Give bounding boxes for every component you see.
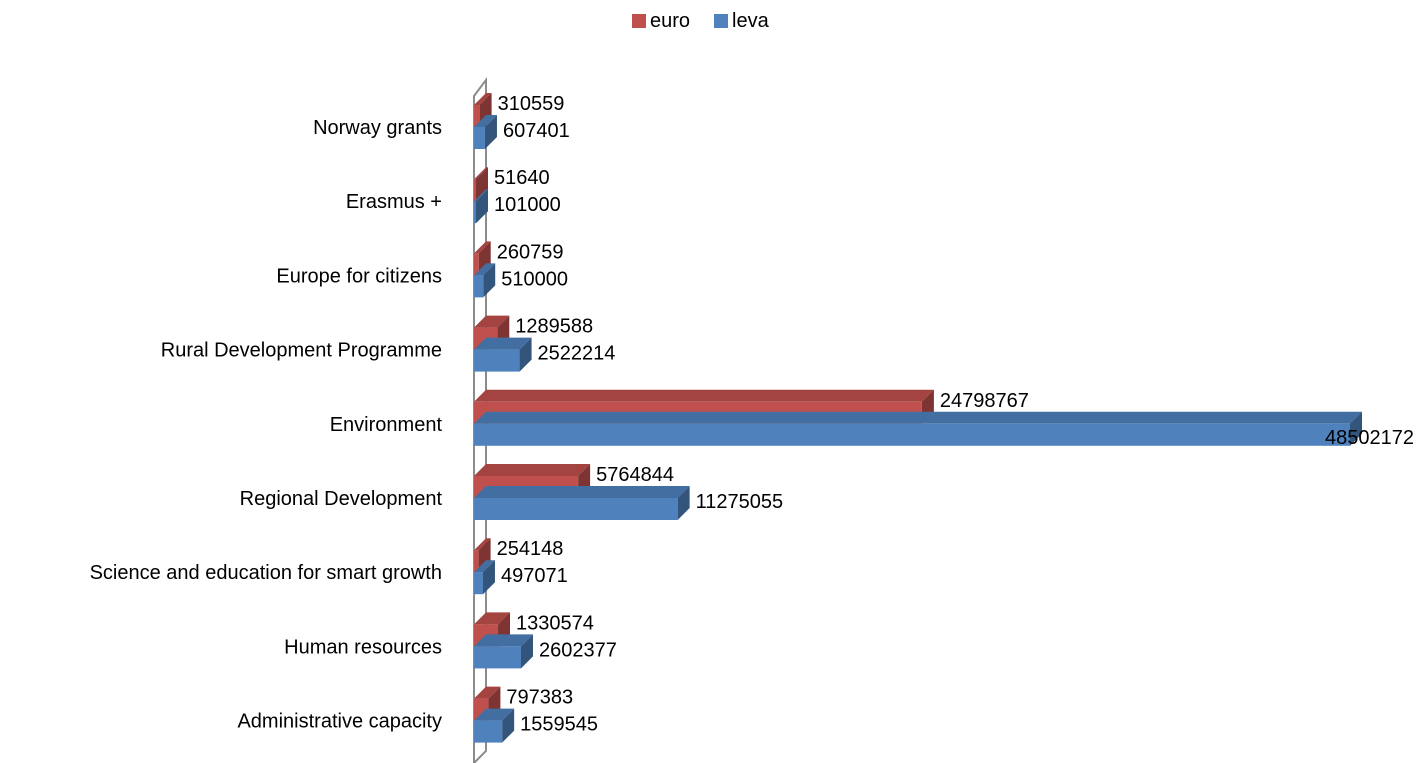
chart-axis	[473, 77, 487, 763]
chart-bars	[474, 93, 1362, 743]
category-label: Erasmus +	[346, 191, 442, 213]
chart-labels: Norway grants 310559 607401 Erasmus + 51640 1…	[90, 93, 1414, 736]
bar-leva	[474, 411, 1362, 446]
data-label-leva: 2602377	[539, 639, 617, 661]
legend-label-leva: leva	[732, 10, 770, 32]
data-label-euro: 51640	[494, 167, 550, 189]
category-label: Europe for citizens	[276, 265, 442, 287]
bar-leva	[474, 189, 488, 224]
data-label-euro: 310559	[498, 93, 565, 115]
category-label: Norway grants	[313, 117, 442, 139]
category-label: Environment	[330, 414, 443, 436]
bar-leva	[474, 634, 534, 669]
data-label-euro: 260759	[497, 241, 564, 263]
data-label-leva: 510000	[501, 268, 568, 290]
legend-swatch-leva	[714, 14, 728, 28]
data-label-leva: 11275055	[696, 491, 784, 513]
data-label-euro: 797383	[506, 687, 573, 709]
bar-euro	[474, 241, 491, 276]
data-label-leva: 48502172	[1325, 427, 1414, 449]
bar-leva	[474, 708, 515, 743]
legend-label-euro: euro	[650, 10, 690, 32]
data-label-leva: 101000	[494, 194, 561, 216]
data-label-leva: 497071	[501, 565, 568, 587]
data-label-euro: 1289588	[515, 316, 593, 338]
bar-euro	[474, 538, 491, 573]
data-label-euro: 24798767	[940, 390, 1029, 412]
legend-swatch-euro	[632, 14, 646, 28]
value-axis-wall	[473, 77, 487, 763]
data-label-euro: 5764844	[596, 464, 674, 486]
data-label-leva: 607401	[503, 120, 570, 142]
category-label: Human resources	[284, 636, 442, 658]
bar-leva	[474, 486, 690, 520]
data-label-euro: 254148	[497, 538, 564, 560]
data-label-leva: 1559545	[520, 714, 598, 736]
category-label: Administrative capacity	[237, 711, 442, 733]
category-label: Regional Development	[240, 488, 443, 510]
bar-euro	[474, 167, 488, 202]
category-label: Rural Development Programme	[161, 340, 442, 362]
category-label: Science and education for smart growth	[90, 562, 442, 584]
bar-leva	[474, 263, 496, 298]
chart-legend: euro leva	[632, 10, 770, 32]
data-label-euro: 1330574	[516, 612, 594, 634]
bar-leva	[474, 337, 532, 372]
bar-leva	[474, 560, 495, 595]
bar-leva	[474, 115, 497, 149]
data-label-leva: 2522214	[538, 343, 616, 365]
